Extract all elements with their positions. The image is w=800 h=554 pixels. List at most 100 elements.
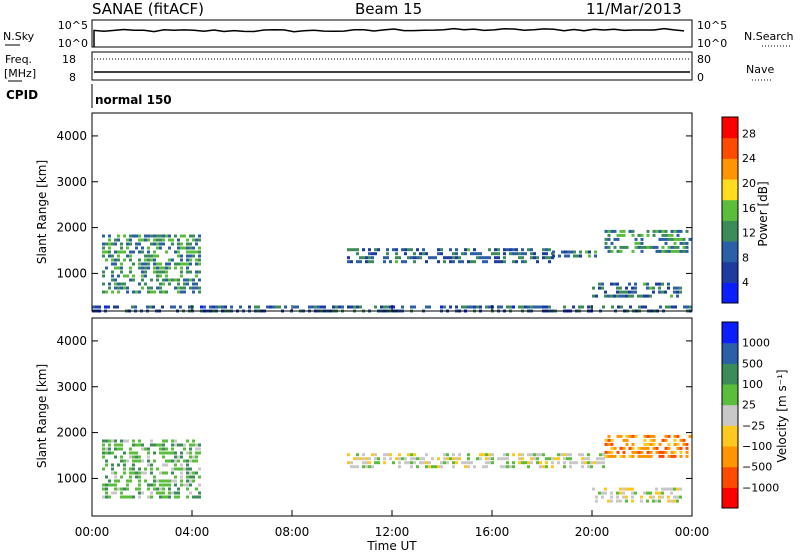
power-cell (102, 274, 105, 278)
velocity-cell (102, 455, 105, 459)
power-cell (102, 254, 105, 258)
velocity-cell (601, 495, 604, 499)
velocity-cell (347, 453, 350, 457)
power-cell (613, 245, 617, 249)
velocity-cell (616, 499, 619, 503)
power-cell (165, 274, 168, 278)
velocity-cell (171, 447, 174, 451)
power-cell (613, 282, 616, 286)
power-cell (116, 305, 119, 309)
nave-tick-bottom: 0 (697, 71, 704, 84)
power-cell (192, 246, 195, 250)
velocity-cell (619, 487, 622, 491)
velocity-cell (195, 443, 198, 447)
velocity-cell (189, 443, 192, 447)
power-cell (159, 238, 162, 242)
power-cell (132, 234, 135, 238)
power-cell (135, 290, 138, 294)
velocity-cell (581, 453, 584, 457)
velocity-cell (551, 457, 554, 461)
power-cell (284, 305, 287, 309)
velocity-cell (616, 491, 619, 495)
velocity-cell (162, 447, 165, 451)
velocity-cell (165, 459, 168, 463)
velocity-cell (506, 461, 509, 465)
x-axis-ticks: 00:00 04:00 08:00 12:00 16:00 20:00 00:00 (75, 305, 709, 539)
power-cell (198, 250, 201, 254)
power-cell (347, 305, 350, 309)
power-cell (177, 286, 180, 290)
power-colorbar-segment (722, 282, 738, 304)
velocity-cell (383, 461, 386, 465)
velocity-cell (111, 463, 114, 467)
power-cell (607, 237, 611, 241)
power-cell (117, 234, 120, 238)
power-cell (192, 238, 195, 242)
velocity-cell (105, 463, 108, 467)
power-cell (494, 256, 497, 260)
power-cell (356, 305, 359, 309)
velocity-cell (147, 463, 150, 467)
power-cell (359, 256, 362, 260)
power-cell (638, 305, 641, 309)
power-cell (105, 242, 108, 246)
velocity-cell (141, 447, 144, 451)
velocity-cell (631, 446, 635, 450)
velocity-cell (111, 491, 114, 495)
velocity-cell (673, 442, 677, 446)
velocity-cell (625, 495, 628, 499)
power-cell (138, 262, 141, 266)
velocity-cell (533, 453, 536, 457)
velocity-cell (622, 495, 625, 499)
power-cell (165, 262, 168, 266)
velocity-cell (138, 475, 141, 479)
power-cell (404, 252, 407, 256)
velocity-cell (428, 465, 431, 469)
velocity-cell (153, 443, 156, 447)
power-cell (362, 248, 365, 252)
power-cell (610, 241, 614, 245)
power-cell (168, 278, 171, 282)
power-cell (114, 278, 117, 282)
power-cell (503, 248, 506, 252)
velocity-cell (132, 443, 135, 447)
power-cell (512, 305, 515, 309)
power-cell (422, 252, 425, 256)
velocity-cell (123, 451, 126, 455)
power-cell (108, 242, 111, 246)
velocity-cell (569, 465, 572, 469)
power-cell (114, 238, 117, 242)
velocity-cell (521, 457, 524, 461)
power-cell (661, 249, 665, 253)
power-cell (622, 233, 626, 237)
power-cell (180, 274, 183, 278)
velocity-cell (652, 446, 656, 450)
power-cell (162, 242, 165, 246)
velocity-cell (105, 491, 108, 495)
power-cell (533, 256, 536, 260)
velocity-cell (105, 439, 108, 443)
velocity-cell (667, 442, 671, 446)
velocity-ytick-label: 2000 (56, 426, 87, 440)
power-cell (646, 286, 649, 290)
power-cell (156, 278, 159, 282)
velocity-cell (374, 457, 377, 461)
velocity-cell (649, 438, 653, 442)
power-cell (114, 262, 117, 266)
velocity-cell (105, 459, 108, 463)
velocity-cell (368, 465, 371, 469)
power-cell (664, 233, 668, 237)
power-cell (165, 250, 168, 254)
power-cell (168, 282, 171, 286)
velocity-cell (108, 495, 111, 499)
velocity-cell (123, 495, 126, 499)
power-cell (524, 252, 527, 256)
velocity-cell (637, 454, 641, 458)
velocity-cell (631, 499, 634, 503)
velocity-cell (539, 453, 542, 457)
velocity-cell (425, 453, 428, 457)
power-cell (92, 305, 95, 309)
power-cell (673, 245, 677, 249)
velocity-colorbar-segment (722, 322, 738, 344)
velocity-cell (162, 443, 165, 447)
